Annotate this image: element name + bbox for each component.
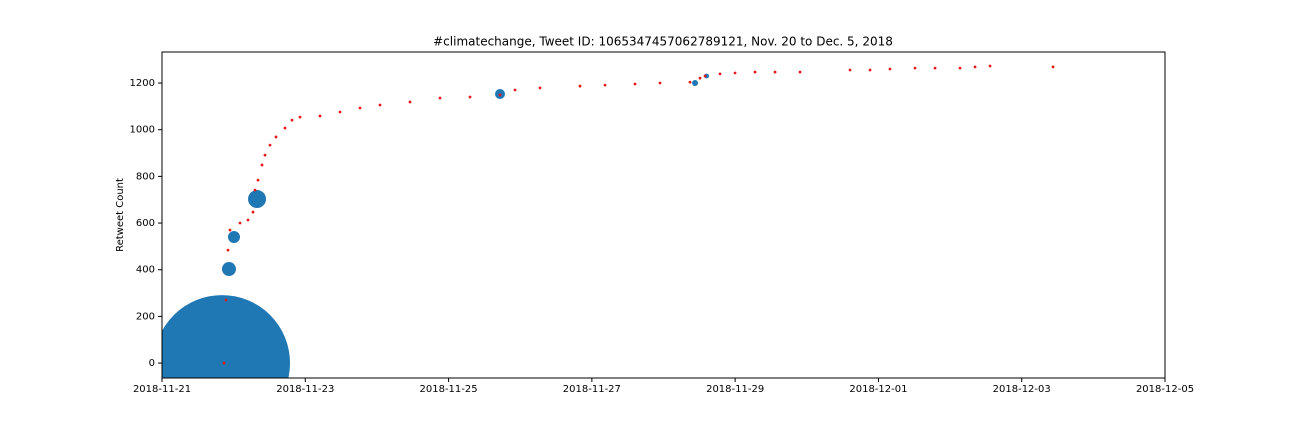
x-tick-label: 2018-11-21 [133,384,191,395]
point [513,88,517,92]
point [290,118,294,122]
chart-title: #climatechange, Tweet ID: 10653474570627… [433,35,893,49]
plot-area [162,64,1055,378]
point [848,68,852,72]
point [468,95,472,99]
y-tick-label: 1200 [130,78,155,89]
bubble [692,80,699,87]
point [260,163,264,167]
point [408,100,412,104]
y-tick-label: 1000 [130,125,155,136]
point [1051,65,1055,69]
point [238,221,242,225]
point [578,84,582,88]
point [703,74,707,78]
x-tick-label: 2018-11-25 [420,384,478,395]
point [913,66,917,70]
point [988,64,992,68]
y-tick-label: 200 [136,311,155,322]
y-tick-label: 800 [136,171,155,182]
point [603,83,607,87]
point [228,228,232,232]
point [298,115,302,119]
point [226,248,230,252]
point [933,66,937,70]
point [318,114,322,118]
point [253,188,257,192]
bubble [221,262,236,277]
y-tick-label: 0 [149,358,155,369]
x-tick-label: 2018-12-01 [849,384,907,395]
point [268,143,272,147]
point [888,67,892,71]
bubble [162,295,290,378]
point [438,96,442,100]
point [773,70,777,74]
point [498,93,502,97]
y-tick-label: 400 [136,265,155,276]
point [246,218,250,222]
point [798,70,802,74]
point [958,66,962,70]
point [973,65,977,69]
y-axis-label: Retweet Count [115,178,126,252]
point [338,110,342,114]
point [633,82,637,86]
point [263,153,267,157]
y-tick-label: 600 [136,218,155,229]
point [358,106,362,110]
point [222,361,226,365]
point [378,103,382,107]
point [658,81,662,85]
x-tick-label: 2018-11-23 [276,384,334,395]
bubble [248,190,267,209]
point [256,178,260,182]
x-tick-label: 2018-12-05 [1136,384,1194,395]
point [688,80,692,84]
point [251,210,255,214]
point [733,71,737,75]
x-tick-label: 2018-11-29 [706,384,764,395]
point [538,86,542,90]
point [274,135,278,139]
point [698,76,702,80]
point [868,68,872,72]
point [224,298,228,302]
point [283,126,287,130]
bubble [227,231,240,244]
point [718,72,722,76]
x-tick-label: 2018-12-03 [993,384,1051,395]
plot-frame [161,51,1166,379]
x-tick-label: 2018-11-27 [563,384,621,395]
point [753,70,757,74]
